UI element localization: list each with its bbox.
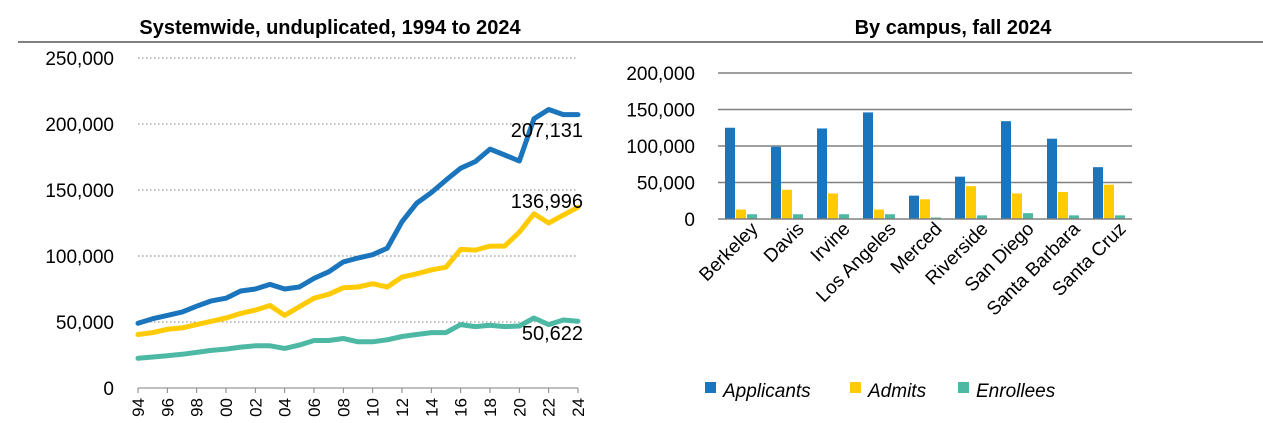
- series-line-admits: [135, 204, 581, 337]
- bar-admits: [1012, 193, 1022, 219]
- bar-applicants: [1047, 138, 1057, 219]
- line-chart: 0 50,000 100,000 150,000 200,000 250,000 94 96 9…: [45, 49, 588, 417]
- x-tick-label: 08: [334, 398, 353, 417]
- x-tick-label: Berkeley: [695, 218, 762, 285]
- series-line-applicants: [135, 107, 581, 326]
- y-tick-label: 200,000: [45, 115, 114, 136]
- x-tick-label: 16: [452, 398, 471, 417]
- bar-applicants: [725, 127, 735, 219]
- bar-enrollees: [977, 215, 987, 219]
- x-tick-label: 14: [422, 398, 441, 417]
- data-label: 50,622: [522, 323, 583, 345]
- x-tick-label: 22: [540, 398, 559, 417]
- y-tick-label: 50,000: [56, 313, 114, 334]
- x-tick-label: Davis: [760, 219, 808, 267]
- y-tick-label: 50,000: [637, 174, 695, 195]
- legend-swatch-enrollees: [958, 382, 969, 393]
- x-tick-label: 06: [305, 398, 324, 417]
- bar-chart-title: By campus, fall 2024: [855, 17, 1053, 39]
- bar-applicants: [817, 128, 827, 219]
- y-tick-label: 150,000: [626, 101, 695, 122]
- y-tick-label: 200,000: [626, 64, 695, 85]
- series-line-enrollees: [135, 315, 581, 361]
- y-tick-label: 100,000: [45, 247, 114, 268]
- bar-applicants: [863, 112, 873, 219]
- bar-admits: [1104, 184, 1114, 219]
- x-tick-label: 00: [217, 398, 236, 417]
- x-tick-label: 12: [393, 398, 412, 417]
- y-tick-label: 250,000: [45, 49, 114, 70]
- data-label: 207,131: [511, 120, 583, 142]
- bar-admits: [874, 209, 884, 219]
- bar-enrollees: [1069, 215, 1079, 219]
- data-label: 136,996: [511, 191, 583, 213]
- bar-enrollees: [793, 214, 803, 219]
- bar-admits: [966, 186, 976, 219]
- bar-enrollees: [747, 214, 757, 219]
- bar-admits: [736, 209, 746, 219]
- x-tick-label: 18: [481, 398, 500, 417]
- x-tick-label: 94: [129, 398, 148, 417]
- x-tick-label: 96: [158, 398, 177, 417]
- y-tick-label: 0: [684, 210, 695, 231]
- x-tick-label: 98: [188, 398, 207, 417]
- x-tick-label: 10: [364, 398, 383, 417]
- bar-chart: 0 50,000 100,000 150,000 200,000 BerkeleyDavi…: [626, 64, 1132, 402]
- x-tick-label: 02: [246, 398, 265, 417]
- x-tick-label: 04: [276, 398, 295, 417]
- bar-applicants: [909, 195, 919, 219]
- bar-applicants: [1001, 121, 1011, 219]
- bar-admits: [1058, 191, 1068, 219]
- bar-admits: [920, 199, 930, 219]
- bar-enrollees: [1023, 213, 1033, 219]
- legend-swatch-applicants: [705, 382, 716, 393]
- bar-applicants: [1093, 167, 1103, 219]
- bar-admits: [828, 193, 838, 219]
- legend-label-admits: Admits: [867, 381, 927, 402]
- y-tick-label: 150,000: [45, 181, 114, 202]
- bar-enrollees: [1115, 215, 1125, 219]
- x-tick-label: 24: [569, 398, 588, 417]
- legend-label-applicants: Applicants: [722, 381, 811, 402]
- bar-enrollees: [885, 214, 895, 219]
- bar-enrollees: [839, 214, 849, 219]
- y-tick-label: 0: [103, 379, 114, 400]
- line-chart-title: Systemwide, unduplicated, 1994 to 2024: [139, 17, 521, 39]
- bar-admits: [782, 189, 792, 219]
- legend-swatch-admits: [850, 382, 861, 393]
- bar-applicants: [771, 146, 781, 219]
- y-tick-label: 100,000: [626, 137, 695, 158]
- bar-applicants: [955, 176, 965, 219]
- legend-label-enrollees: Enrollees: [976, 381, 1056, 402]
- x-tick-label: 20: [510, 398, 529, 417]
